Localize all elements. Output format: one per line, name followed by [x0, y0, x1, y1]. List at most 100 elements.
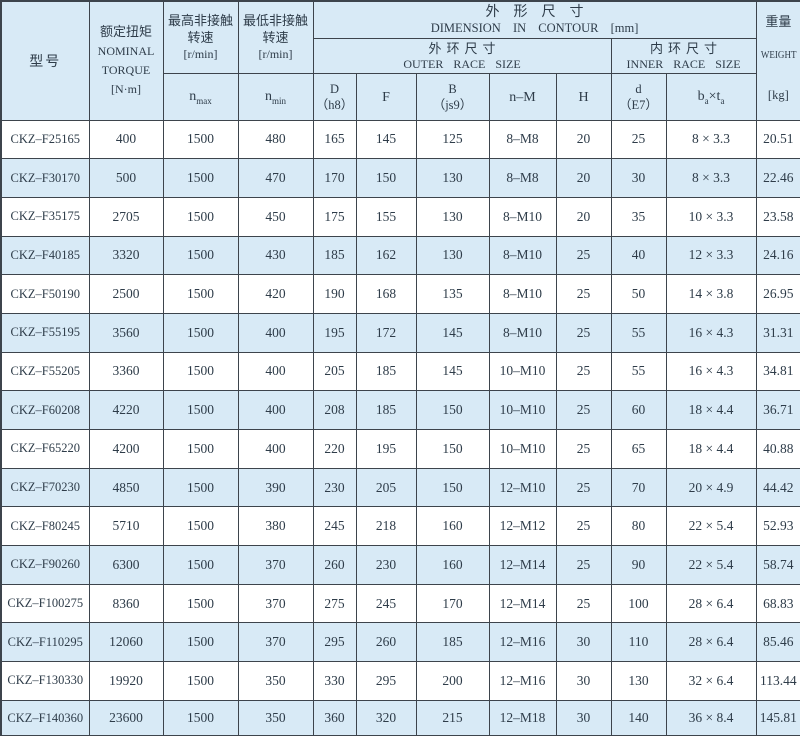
value-cell: 8–M10 — [488, 235, 557, 276]
value-cell: 1500 — [162, 158, 239, 198]
value-cell: 400 — [237, 312, 314, 353]
value-cell: 44.42 — [755, 467, 800, 508]
torque-unit: [N·m] — [111, 82, 141, 97]
value-cell: 40.88 — [755, 429, 800, 469]
value-cell: 400 — [88, 119, 164, 160]
value-cell: 480 — [237, 119, 314, 160]
value-cell: 5710 — [88, 506, 164, 547]
value-cell: 200 — [415, 661, 490, 701]
value-cell: 52.93 — [755, 506, 800, 547]
value-cell: 12–M18 — [488, 699, 557, 736]
value-cell: 36.71 — [755, 390, 800, 430]
value-cell: 195 — [355, 429, 417, 469]
table-body: CKZ–F25165 400 1500 480 165 145 125 8–M8 20 25 8 ×… — [0, 119, 800, 736]
table-row: CKZ–F50190 2500 1500 420 190 168 135 8–M10 25 50 1… — [0, 274, 800, 314]
model-cell: CKZ–F90260 — [0, 545, 90, 585]
value-cell: 55 — [610, 312, 667, 353]
table-row: CKZ–F130330 19920 1500 350 330 295 200 12–M16 30… — [0, 661, 800, 701]
value-cell: 25 — [610, 119, 667, 160]
value-cell: 25 — [555, 506, 612, 547]
header-model-label: 型号 — [29, 54, 62, 70]
value-cell: 135 — [415, 274, 490, 314]
header-weight: 重量 WEIGHT [kg] — [755, 0, 800, 121]
value-cell: 68.83 — [755, 583, 800, 624]
value-cell: 400 — [237, 390, 314, 430]
value-cell: 1500 — [162, 467, 239, 508]
value-cell: 22.46 — [755, 158, 800, 198]
table-row: CKZ–F80245 5710 1500 380 245 218 160 12–M12 25 80… — [0, 506, 800, 547]
value-cell: 10–M10 — [488, 429, 557, 469]
value-cell: 230 — [312, 467, 357, 508]
value-cell: 185 — [355, 351, 417, 392]
value-cell: 130 — [415, 235, 490, 276]
value-cell: 320 — [355, 699, 417, 736]
value-cell: 32 × 6.4 — [665, 661, 757, 701]
header-col-D: D （h8） — [312, 72, 357, 121]
value-cell: 8–M10 — [488, 274, 557, 314]
nmin-zh2: 转速 — [262, 29, 289, 45]
value-cell: 35 — [610, 196, 667, 237]
value-cell: 230 — [355, 545, 417, 585]
dimension-zh: 外形尺寸 — [485, 4, 598, 20]
weight-unit: [kg] — [767, 88, 789, 103]
value-cell: 1500 — [162, 351, 239, 392]
value-cell: 150 — [355, 158, 417, 198]
value-cell: 12 × 3.3 — [665, 235, 757, 276]
value-cell: 1500 — [162, 235, 239, 276]
nmin-zh1: 最低非接触 — [242, 12, 308, 28]
value-cell: 185 — [312, 235, 357, 276]
header-outer-race: 外环尺寸 OUTER RACE SIZE — [312, 37, 612, 74]
value-cell: 172 — [355, 312, 417, 353]
value-cell: 150 — [415, 390, 490, 430]
value-cell: 400 — [237, 429, 314, 469]
value-cell: 1500 — [162, 622, 239, 663]
table-row: CKZ–F110295 12060 1500 370 295 260 185 12–M16 30… — [0, 622, 800, 663]
value-cell: 162 — [355, 235, 417, 276]
value-cell: 26.95 — [755, 274, 800, 314]
header-nmin-speed: 最低非接触 转速 [r/min] — [237, 0, 314, 74]
value-cell: 145 — [355, 119, 417, 160]
model-cell: CKZ–F60208 — [0, 390, 90, 430]
value-cell: 130 — [415, 196, 490, 237]
dimension-en: DIMENSION IN CONTOUR [mm] — [430, 20, 639, 35]
value-cell: 370 — [237, 622, 314, 663]
model-cell: CKZ–F55205 — [0, 351, 90, 392]
value-cell: 430 — [237, 235, 314, 276]
value-cell: 65 — [610, 429, 667, 469]
value-cell: 23.58 — [755, 196, 800, 237]
value-cell: 275 — [312, 583, 357, 624]
header-col-B: B （js9） — [415, 72, 490, 121]
header-nmax-speed: 最高非接触 转速 [r/min] — [162, 0, 239, 74]
model-cell: CKZ–F30170 — [0, 158, 90, 198]
value-cell: 160 — [415, 545, 490, 585]
value-cell: 12–M14 — [488, 583, 557, 624]
value-cell: 36 × 8.4 — [665, 699, 757, 736]
value-cell: 18 × 4.4 — [665, 429, 757, 469]
header-col-nM: n–M — [488, 72, 557, 121]
table-row: CKZ–F140360 23600 1500 350 360 320 215 12–M18 30… — [0, 699, 800, 736]
value-cell: 130 — [610, 661, 667, 701]
model-cell: CKZ–F25165 — [0, 119, 90, 160]
value-cell: 165 — [312, 119, 357, 160]
header-inner-race: 内环尺寸 INNER RACE SIZE — [610, 37, 757, 74]
value-cell: 25 — [555, 429, 612, 469]
value-cell: 20 — [555, 196, 612, 237]
model-cell: CKZ–F140360 — [0, 699, 90, 736]
value-cell: 28 × 6.4 — [665, 583, 757, 624]
value-cell: 150 — [415, 429, 490, 469]
value-cell: 12–M14 — [488, 545, 557, 585]
value-cell: 12–M16 — [488, 622, 557, 663]
torque-en1: NOMINAL — [97, 44, 155, 59]
value-cell: 150 — [415, 467, 490, 508]
model-cell: CKZ–F100275 — [0, 583, 90, 624]
nmin-unit: [r/min] — [258, 46, 293, 61]
table-row: CKZ–F100275 8360 1500 370 275 245 170 12–M14 25 1… — [0, 583, 800, 624]
value-cell: 28 × 6.4 — [665, 622, 757, 663]
value-cell: 100 — [610, 583, 667, 624]
header-col-F: F — [355, 72, 417, 121]
value-cell: 380 — [237, 506, 314, 547]
value-cell: 55 — [610, 351, 667, 392]
header-col-bt: ba×ta — [665, 72, 757, 121]
model-cell: CKZ–F110295 — [0, 622, 90, 663]
value-cell: 8–M10 — [488, 312, 557, 353]
